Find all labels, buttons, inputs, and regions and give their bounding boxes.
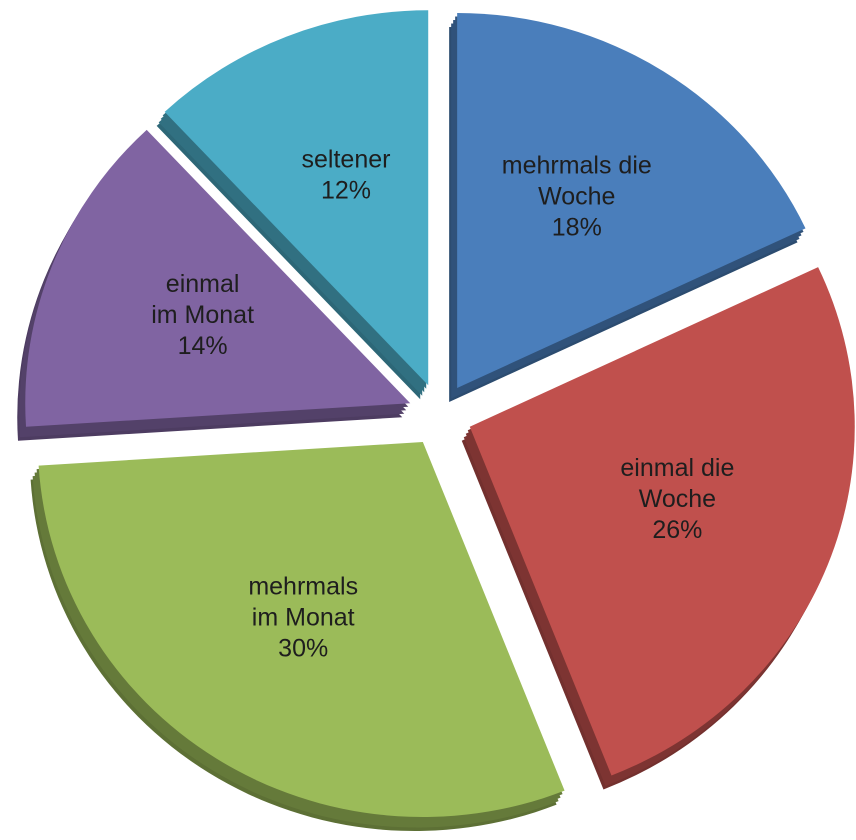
label-line: im Monat: [151, 301, 254, 329]
slice: [457, 12, 806, 388]
slice-label: einmal die Woche: [620, 454, 734, 513]
slice: [164, 10, 429, 386]
slice-label: mehrmals im Monat: [248, 573, 358, 632]
slice-label: einmal im Monat: [151, 270, 254, 329]
label-line: einmal: [166, 270, 240, 298]
slice: [25, 129, 411, 427]
slice-label: mehrmals die Woche: [502, 151, 652, 210]
slice-value-label: 18%: [552, 213, 602, 241]
label-line: seltener: [302, 146, 391, 174]
label-line: mehrmals die: [502, 151, 652, 179]
slice-value-label: 30%: [278, 635, 328, 663]
slice-value-label: 14%: [178, 332, 228, 360]
label-line: Woche: [639, 485, 716, 513]
label-line: mehrmals: [248, 573, 358, 601]
label-line: einmal die: [620, 454, 734, 482]
label-line: Woche: [538, 182, 615, 210]
slice-value-label: 26%: [652, 516, 702, 544]
slice-label: seltener: [302, 146, 391, 174]
slice-value-label: 12%: [321, 177, 371, 205]
slice: [38, 442, 565, 818]
slice: [469, 267, 855, 776]
label-line: im Monat: [252, 604, 355, 632]
